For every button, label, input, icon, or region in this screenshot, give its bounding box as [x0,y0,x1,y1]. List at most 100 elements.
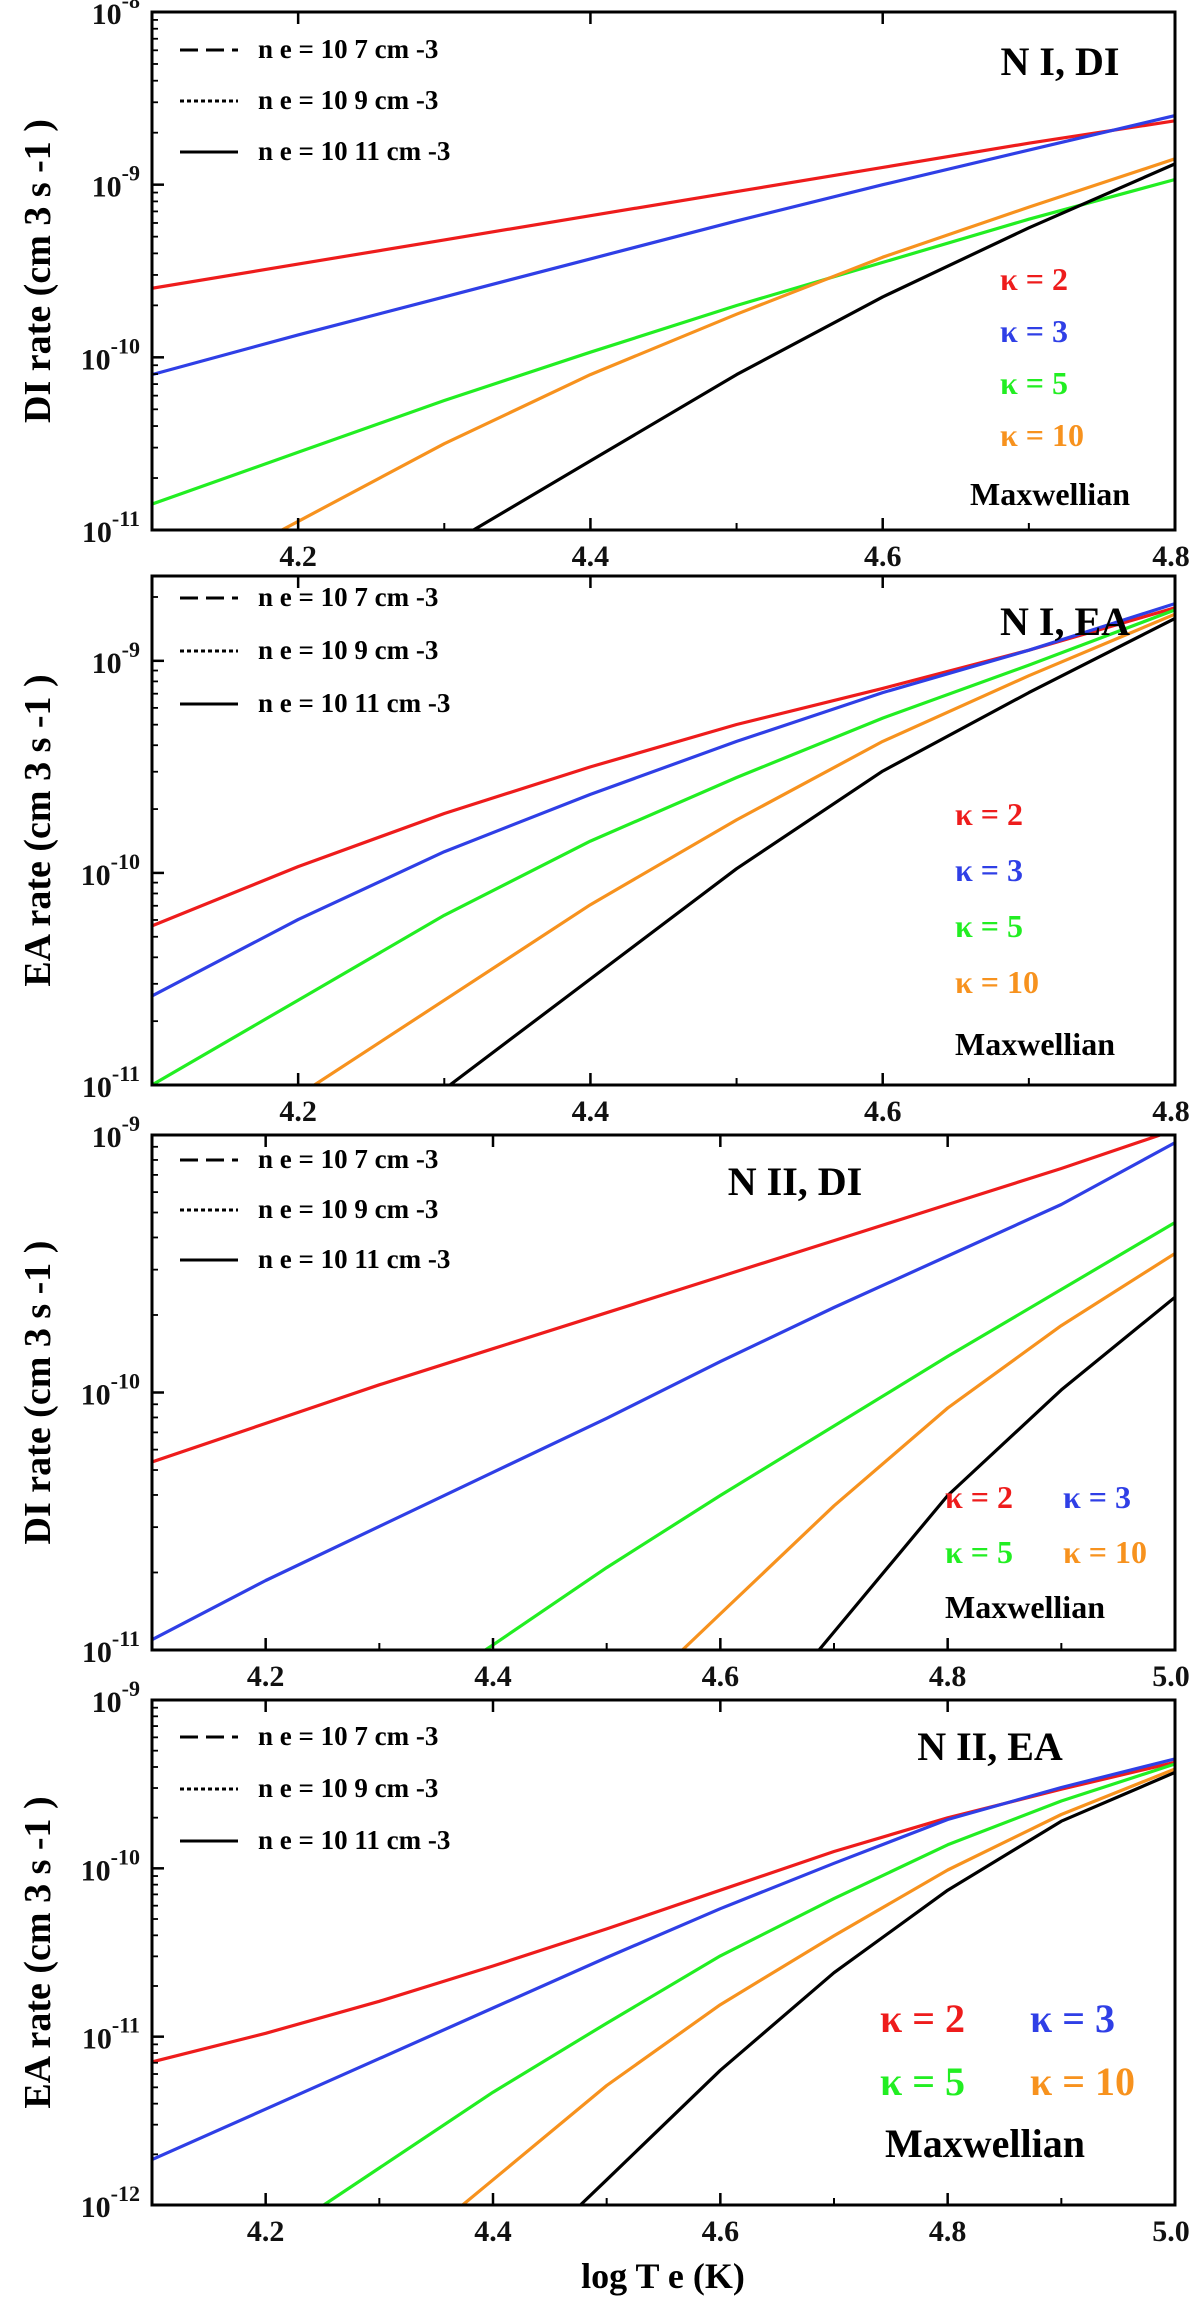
series-line-maxwellian [579,1770,1175,2205]
x-tick-label: 4.2 [247,1660,285,1693]
kappa-label: κ = 3 [1063,1479,1131,1515]
kappa-label: κ = 3 [955,852,1023,888]
series-line-k5 [484,1221,1175,1650]
x-tick-label: 4.8 [1152,1095,1190,1128]
x-tick-label: 5.0 [1152,2215,1190,2248]
x-tick-label: 4.6 [864,1095,902,1128]
x-tick-label: 4.8 [929,2215,967,2248]
plot-frame [150,1698,1177,2207]
series-line-k5 [152,608,1175,1085]
x-tick-label: 4.4 [572,1095,610,1128]
chart-panel-4: 4.2 4.4 4.6 4.8 5.0 10-12 10-11 10-10 10-9 EA rat… [17,1676,1190,2248]
y-tick-label: 10-8 [92,0,140,31]
maxwellian-label: Maxwellian [945,1589,1105,1625]
y-tick-label: 10-10 [81,333,140,376]
kappa-label: κ = 5 [955,908,1023,944]
x-tick-label: 4.2 [247,2215,285,2248]
kappa-label: κ = 2 [945,1479,1013,1515]
y-axis-label: EA rate (cm 3 s -1 ) [17,1796,59,2108]
plot-frame [150,574,1177,1087]
x-tick-label: 4.8 [1152,540,1190,573]
legend-label: n e = 10 9 cm -3 [258,1194,438,1224]
y-tick-label: 10-10 [81,1844,140,1887]
legend-label: n e = 10 9 cm -3 [258,1773,438,1803]
legend-label: n e = 10 11 cm -3 [258,1244,450,1274]
x-tick-label: 4.2 [279,1095,317,1128]
series-line-k5 [322,1762,1175,2205]
series-line-maxwellian [472,162,1175,530]
legend-label: n e = 10 11 cm -3 [258,688,450,718]
series-line-k3 [152,602,1175,998]
plot-frame [150,10,1177,532]
y-tick-label: 10-9 [92,1111,140,1154]
series-line-k2 [152,119,1175,290]
kappa-label: κ = 5 [880,2059,965,2104]
y-tick-label: 10-11 [82,2013,140,2056]
x-axis-label: log T e (K) [581,2256,745,2296]
kappa-label: κ = 3 [1000,313,1068,349]
x-tick-label: 4.2 [279,540,317,573]
series-line-k10 [681,1252,1175,1650]
kappa-label: κ = 10 [1063,1534,1147,1570]
series-line-k10 [461,1767,1175,2205]
series-line-k2 [152,1135,1165,1464]
series-line-k3 [152,1141,1175,1642]
series-line-k5 [152,177,1175,506]
kappa-label: κ = 5 [1000,365,1068,401]
y-axis-label: EA rate (cm 3 s -1 ) [17,674,59,986]
y-tick-label: 10-10 [81,849,140,892]
series-line-k10 [313,612,1175,1085]
chart-panel-1: 4.2 4.4 4.6 4.8 10-11 10-10 10-9 10-8 DI rate (c… [17,0,1190,573]
legend-label: n e = 10 7 cm -3 [258,582,438,612]
chart-panel-3: 4.2 4.4 4.6 4.8 5.0 10-11 10-10 10-9 DI rate (cm… [17,1111,1190,1693]
x-tick-label: 5.0 [1152,1660,1190,1693]
kappa-label: κ = 3 [1030,1996,1115,2041]
legend-label: n e = 10 9 cm -3 [258,85,438,115]
y-tick-label: 10-9 [92,637,140,680]
y-tick-label: 10-9 [92,1676,140,1719]
y-axis-label: DI rate (cm 3 s -1 ) [17,1241,59,1545]
y-tick-label: 10-9 [92,161,140,204]
legend-label: n e = 10 11 cm -3 [258,136,450,166]
panel-title: N II, DI [728,1159,862,1204]
legend-label: n e = 10 7 cm -3 [258,1721,438,1751]
y-tick-label: 10-11 [82,1626,140,1669]
x-tick-label: 4.6 [864,540,902,573]
kappa-label: κ = 2 [1000,261,1068,297]
y-axis-label: DI rate (cm 3 s -1 ) [17,119,59,423]
series-line-k2 [152,1760,1175,2064]
series-line-maxwellian [817,1295,1175,1650]
legend-label: n e = 10 7 cm -3 [258,1144,438,1174]
panel-title: N I, DI [1001,39,1120,84]
kappa-label: κ = 5 [945,1534,1013,1570]
kappa-label: κ = 2 [880,1996,965,2041]
series-line-k3 [152,114,1175,377]
maxwellian-label: Maxwellian [885,2121,1085,2166]
y-tick-label: 10-11 [82,506,140,549]
kappa-label: κ = 2 [955,796,1023,832]
maxwellian-label: Maxwellian [970,476,1130,512]
x-tick-label: 4.8 [929,1660,967,1693]
x-tick-label: 4.4 [474,2215,512,2248]
y-tick-label: 10-10 [81,1369,140,1412]
legend-label: n e = 10 11 cm -3 [258,1825,450,1855]
y-tick-label: 10-12 [81,2181,140,2224]
y-tick-label: 10-11 [82,1061,140,1104]
chart-panel-2: 4.2 4.4 4.6 4.8 10-11 10-10 10-9 EA rate (cm 3 … [17,574,1190,1128]
maxwellian-label: Maxwellian [955,1026,1115,1062]
series-line-maxwellian [448,616,1175,1085]
legend-label: n e = 10 9 cm -3 [258,635,438,665]
panel-title: N I, EA [1000,599,1130,644]
x-tick-label: 4.6 [702,1660,740,1693]
kappa-label: κ = 10 [1000,417,1084,453]
panel-title: N II, EA [917,1724,1063,1769]
x-tick-label: 4.6 [702,2215,740,2248]
series-line-k3 [152,1757,1175,2162]
legend-label: n e = 10 7 cm -3 [258,34,438,64]
kappa-label: κ = 10 [955,964,1039,1000]
x-tick-label: 4.4 [572,540,610,573]
series-line-k10 [281,157,1175,530]
kappa-label: κ = 10 [1030,2059,1135,2104]
x-tick-label: 4.4 [474,1660,512,1693]
